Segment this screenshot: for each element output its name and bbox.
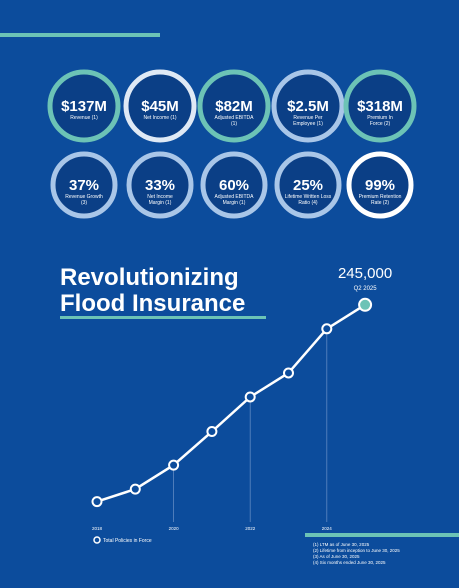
value-label: 245,000 bbox=[338, 265, 392, 282]
metric-label-line: (1) bbox=[231, 121, 237, 127]
metric-label: Revenue (1) bbox=[70, 115, 98, 121]
point bbox=[358, 297, 373, 312]
metric-label: Revenue Growth (3) bbox=[65, 194, 103, 206]
metric-label-line: Ratio (4) bbox=[298, 200, 318, 206]
x-label: Q2 2025 bbox=[354, 286, 378, 292]
chart-title-line: Flood Insurance bbox=[60, 290, 245, 317]
x-label: 2018 bbox=[92, 526, 103, 531]
point bbox=[91, 496, 103, 508]
metric-label-line: Margin (1) bbox=[149, 200, 172, 206]
x-label: 2020 bbox=[169, 526, 180, 531]
metric-ring bbox=[50, 151, 118, 219]
footnote: (3) As of June 30, 2025 bbox=[313, 554, 360, 559]
metric-label-line: Employee (1) bbox=[293, 121, 323, 127]
metric-ring bbox=[200, 151, 268, 219]
metric-label-line: Revenue Per bbox=[293, 115, 323, 121]
metric-label: Adjusted EBITDA (1) bbox=[215, 115, 255, 127]
line bbox=[96, 303, 366, 503]
metric-value: $82M bbox=[215, 98, 253, 115]
footnote: (4) Six months ended June 30, 2025 bbox=[313, 560, 386, 565]
metric-label-line: (3) bbox=[81, 200, 87, 206]
metric-label-line: Adjusted EBITDA bbox=[215, 194, 255, 200]
footnote: (1) LTM as of June 30, 2025 bbox=[313, 542, 370, 547]
metric-label-line: Lifetime Written Loss bbox=[285, 194, 332, 200]
metric-label: Net Income (1) bbox=[143, 115, 176, 121]
metric-ring bbox=[126, 151, 194, 219]
metric-label-line: Net Income bbox=[147, 194, 173, 200]
point bbox=[321, 323, 333, 335]
metric-label-line: Premium Retention bbox=[359, 194, 402, 200]
metric-ring bbox=[47, 69, 121, 143]
metric-ring bbox=[343, 69, 417, 143]
metric-label: Adjusted EBITDA Margin (1) bbox=[215, 194, 255, 206]
accent-bar bbox=[0, 33, 160, 37]
point bbox=[244, 391, 256, 403]
metric-ring bbox=[274, 151, 342, 219]
metric-value: $45M bbox=[141, 98, 179, 115]
chart-title-line: Revolutionizing bbox=[60, 264, 239, 291]
accent-bar bbox=[305, 533, 459, 537]
metric-value: 37% bbox=[69, 177, 99, 194]
metric-value: 99% bbox=[365, 177, 395, 194]
metric-label: Lifetime Written Loss Ratio (4) bbox=[285, 194, 332, 206]
metric-label-line: Rate (2) bbox=[371, 200, 389, 206]
chart-title: Revolutionizing Flood Insurance bbox=[60, 264, 245, 317]
metric-label: Premium Retention Rate (2) bbox=[359, 194, 402, 206]
metric-label: Premium In Force (2) bbox=[367, 115, 393, 127]
metric-label-line: Margin (1) bbox=[223, 200, 246, 206]
footnote: (2) Lifetime from inception to June 30, … bbox=[313, 548, 400, 553]
metric-value: 33% bbox=[145, 177, 175, 194]
metric-value: $2.5M bbox=[287, 98, 329, 115]
point bbox=[206, 426, 218, 438]
metric-label-line: Adjusted EBITDA bbox=[215, 115, 255, 121]
metric-label-line: Premium In bbox=[367, 115, 393, 121]
legend-marker bbox=[93, 536, 101, 544]
x-label: 2022 bbox=[245, 526, 256, 531]
title-underline bbox=[60, 316, 266, 319]
point bbox=[283, 367, 294, 379]
metric-ring bbox=[271, 69, 345, 143]
metric-ring bbox=[123, 69, 197, 143]
metric-ring bbox=[346, 151, 414, 219]
metric-label: Net Income Margin (1) bbox=[147, 194, 173, 206]
metric-label: Revenue Per Employee (1) bbox=[293, 115, 323, 127]
x-label: 2024 bbox=[322, 526, 333, 531]
metric-label-line: Revenue Growth bbox=[65, 194, 103, 200]
legend-label: Total Policies in Force bbox=[103, 538, 152, 544]
point bbox=[129, 483, 141, 495]
metric-value: $318M bbox=[357, 98, 403, 115]
metric-value: $137M bbox=[61, 98, 107, 115]
metric-value: 25% bbox=[293, 177, 323, 194]
point bbox=[168, 459, 180, 471]
metric-label-line: Force (2) bbox=[370, 121, 391, 127]
metric-value: 60% bbox=[219, 177, 249, 194]
metric-ring bbox=[197, 69, 271, 143]
